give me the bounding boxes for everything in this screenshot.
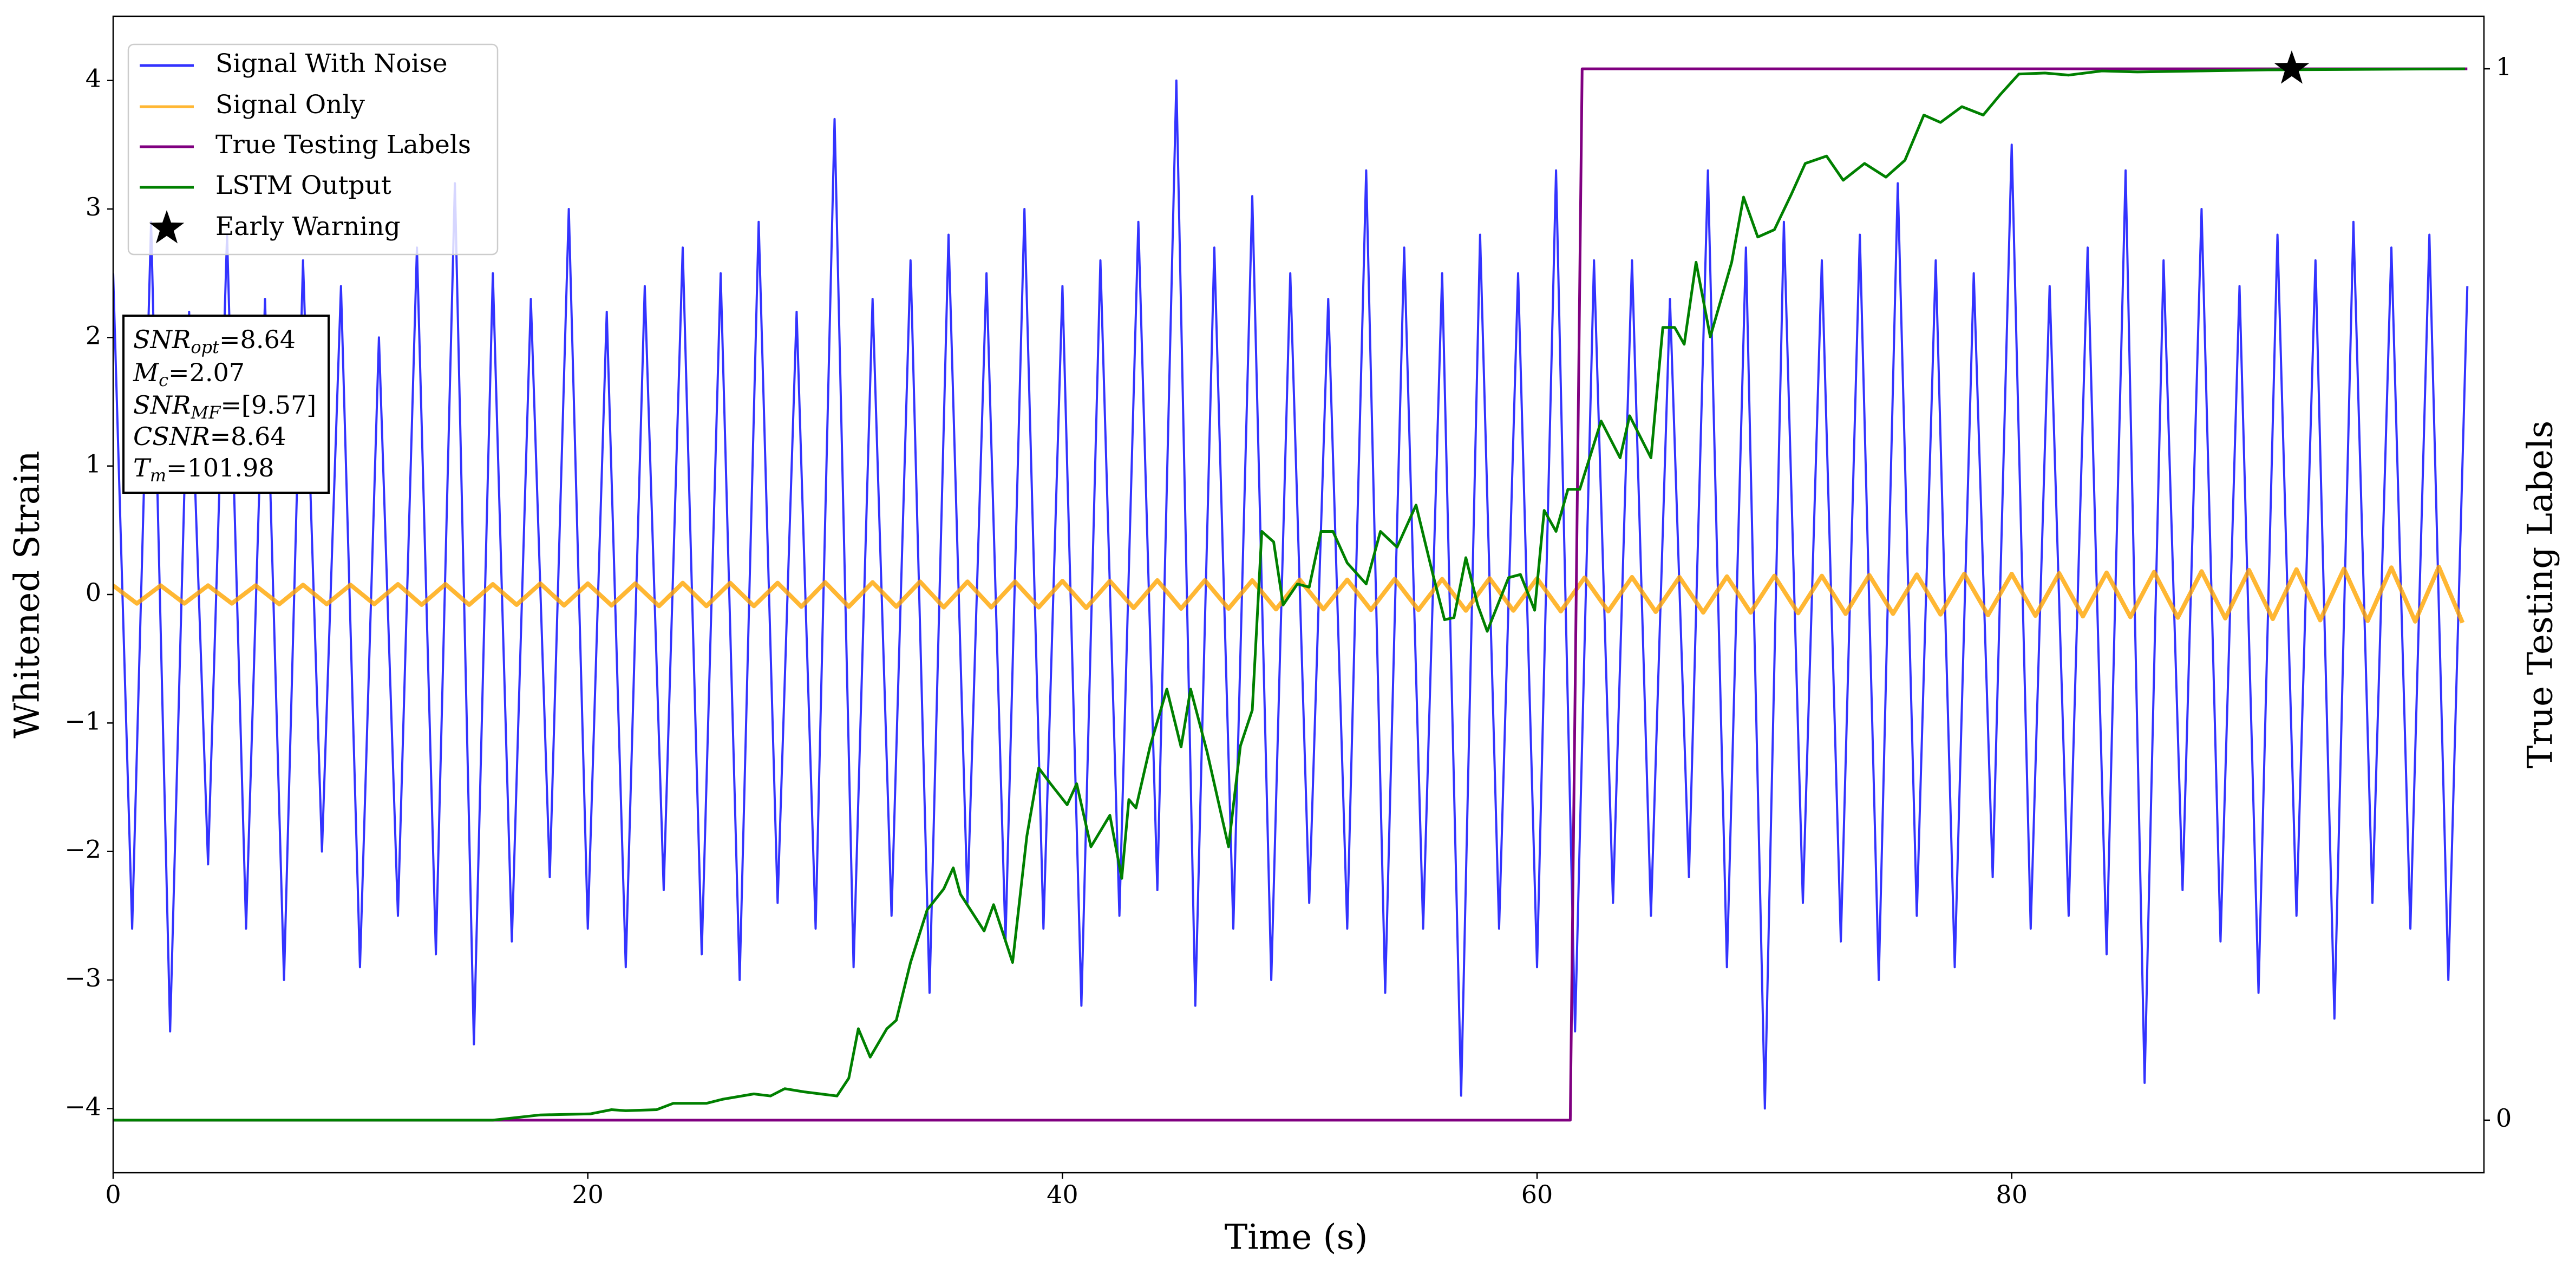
early-warning-marker — [2274, 50, 2310, 84]
annotation-line: CSNR=8.64 — [133, 422, 286, 451]
x-tick-label: 20 — [572, 1180, 604, 1209]
y-axis-label: Whitened Strain — [8, 450, 48, 738]
annotation-line: Tm=101.98 — [133, 453, 274, 486]
y-tick-label: −1 — [64, 706, 101, 735]
series-line — [113, 67, 2468, 1122]
legend-label: True Testing Labels — [215, 130, 471, 160]
y-tick-label: 1 — [86, 449, 101, 479]
y-tick-label: 2 — [86, 321, 101, 350]
y2-tick-label: 0 — [2496, 1103, 2512, 1133]
annotation-symbol: SNR — [133, 325, 191, 354]
x-tick-label: 80 — [1996, 1180, 2028, 1209]
annotation-line: SNRMF=[9.57] — [133, 390, 316, 423]
annotation-box — [122, 315, 330, 494]
legend-box — [127, 43, 499, 256]
series-line — [113, 79, 2469, 1110]
annotation-value: =8.64 — [219, 325, 296, 354]
annotation-symbol: T — [133, 453, 152, 482]
y2-axis-label: True Testing Labels — [2521, 421, 2561, 769]
annotation-value: =101.98 — [166, 453, 274, 482]
annotation-symbol: SNR — [133, 390, 191, 420]
legend-label: Early Warning — [215, 212, 401, 241]
annotation-subscript: c — [159, 370, 168, 390]
annotation: SNRopt=8.64Mc=2.07SNRMF=[9.57]CSNR=8.64T… — [122, 315, 330, 494]
annotation-line: Mc=2.07 — [133, 358, 245, 390]
annotation-value: =8.64 — [210, 422, 286, 451]
y-tick-label: −3 — [64, 963, 101, 992]
y-tick-label: 4 — [86, 64, 101, 93]
legend-label: Signal With Noise — [215, 49, 448, 79]
x-tick-label: 60 — [1521, 1180, 1553, 1209]
x-axis-label: Time (s) — [1225, 1218, 1368, 1258]
plot-area — [113, 67, 2469, 1122]
series-line — [113, 565, 2465, 624]
annotation-subscript: m — [150, 465, 166, 486]
x-tick-label: 0 — [105, 1180, 121, 1209]
y-tick-label: −2 — [64, 835, 101, 864]
annotation-value: =2.07 — [168, 358, 245, 387]
x-tick-label: 40 — [1047, 1180, 1078, 1209]
annotation-line: SNRopt=8.64 — [133, 325, 296, 357]
y-tick-label: −4 — [64, 1092, 101, 1121]
annotation-symbol: M — [133, 358, 160, 387]
annotation-symbol: CSNR — [133, 422, 210, 451]
y-tick-label: 0 — [86, 578, 101, 607]
legend: Signal With Noise Signal Only True Testing… — [127, 43, 499, 256]
legend-label: Signal Only — [215, 90, 365, 120]
legend-marker — [149, 210, 185, 244]
series-line — [113, 67, 2465, 1122]
annotation-subscript: MF — [190, 402, 221, 423]
annotation-value: =[9.57] — [220, 390, 316, 420]
legend-label: LSTM Output — [215, 171, 391, 200]
y-tick-label: 3 — [86, 192, 101, 221]
y2-tick-label: 1 — [2496, 52, 2512, 81]
annotation-subscript: opt — [191, 337, 219, 357]
